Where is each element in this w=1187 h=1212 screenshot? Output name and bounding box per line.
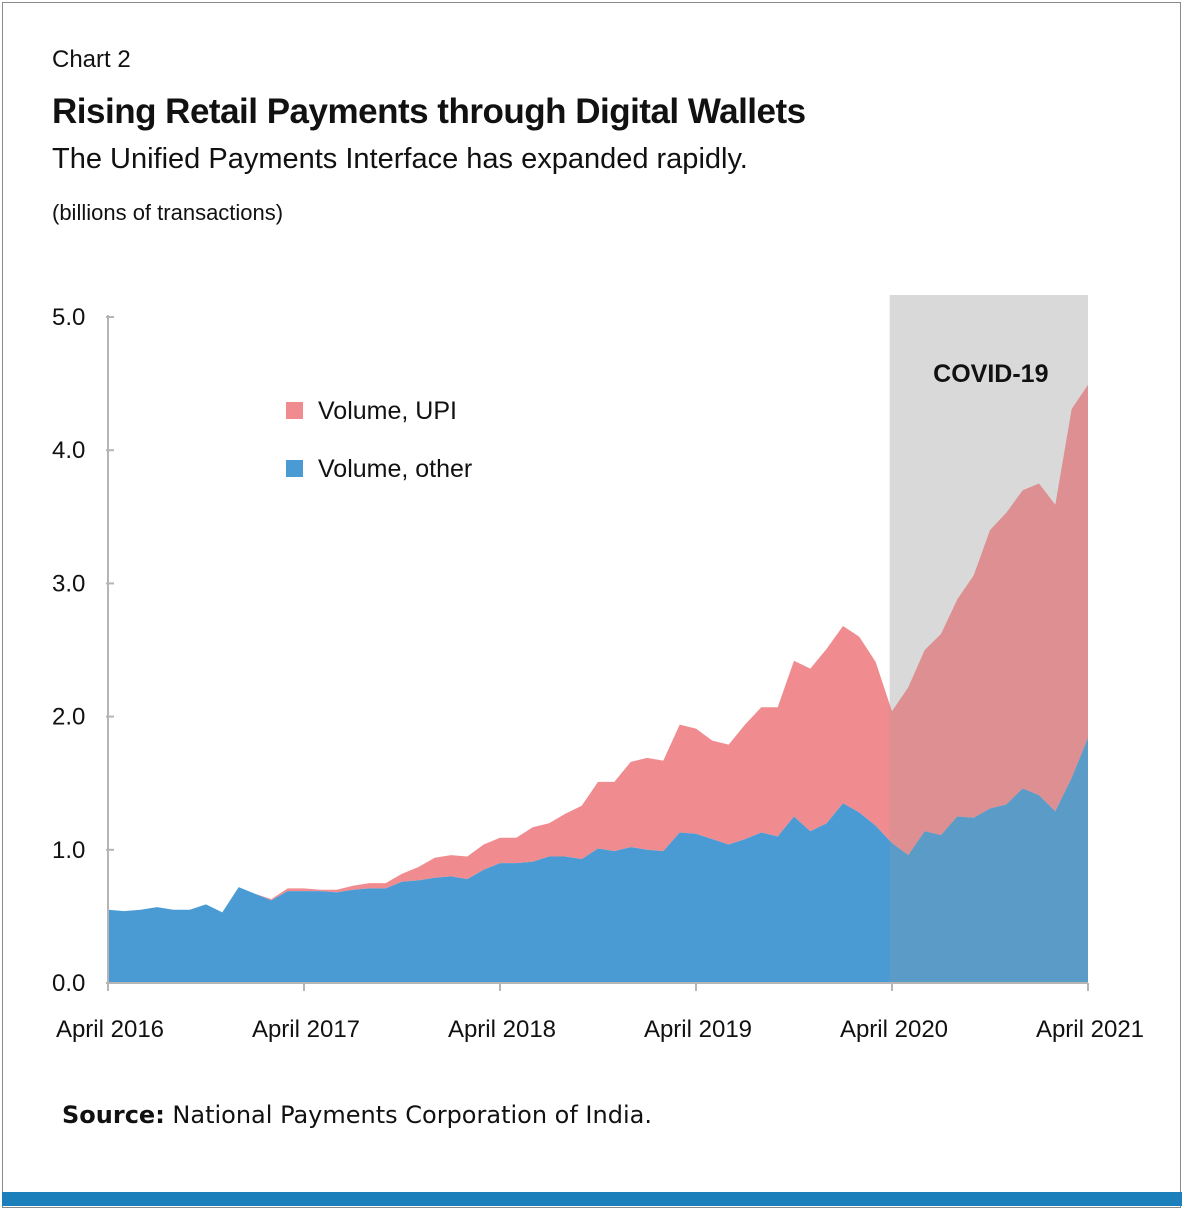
- x-axis-ticks: April 2016 April 2017 April 2018 April 2019…: [56, 983, 1144, 1043]
- y-tick-label: 0.0: [52, 970, 85, 997]
- series-area-other: [108, 737, 1088, 983]
- x-tick-label: April 2016: [56, 1016, 164, 1043]
- y-tick-label: 3.0: [52, 570, 85, 597]
- chart-number: Chart 2: [52, 46, 131, 73]
- y-axis-ticks: 0.0 1.0 2.0 3.0 4.0 5.0: [52, 304, 114, 997]
- covid-annotation: COVID-19: [933, 360, 1048, 388]
- chart-subtitle: The Unified Payments Interface has expan…: [52, 143, 748, 175]
- y-tick-label: 1.0: [52, 837, 85, 864]
- series-area-upi: [108, 384, 1088, 913]
- x-tick-label: April 2018: [448, 1016, 556, 1043]
- x-tick-label: April 2019: [644, 1016, 752, 1043]
- x-tick-label: April 2017: [252, 1016, 360, 1043]
- source-note: Source: National Payments Corporation of…: [62, 1101, 652, 1129]
- legend-label-other: Volume, other: [318, 455, 472, 483]
- y-axis-unit-label: (billions of transactions): [52, 200, 284, 225]
- legend-swatch-upi: [286, 402, 303, 419]
- y-tick-label: 2.0: [52, 704, 85, 731]
- x-tick-label: April 2020: [840, 1016, 948, 1043]
- legend-label-upi: Volume, UPI: [318, 397, 457, 425]
- y-tick-label: 4.0: [52, 437, 85, 464]
- source-label: Source:: [62, 1101, 165, 1129]
- chart-title: Rising Retail Payments through Digital W…: [52, 92, 806, 131]
- x-tick-label: April 2021: [1036, 1016, 1144, 1043]
- bottom-accent-bar: [2, 1192, 1182, 1206]
- legend-swatch-other: [286, 460, 303, 477]
- legend: Volume, UPI Volume, other: [286, 397, 472, 483]
- y-tick-label: 5.0: [52, 304, 85, 331]
- covid-overlay: [889, 295, 1088, 983]
- source-text: National Payments Corporation of India.: [164, 1101, 652, 1129]
